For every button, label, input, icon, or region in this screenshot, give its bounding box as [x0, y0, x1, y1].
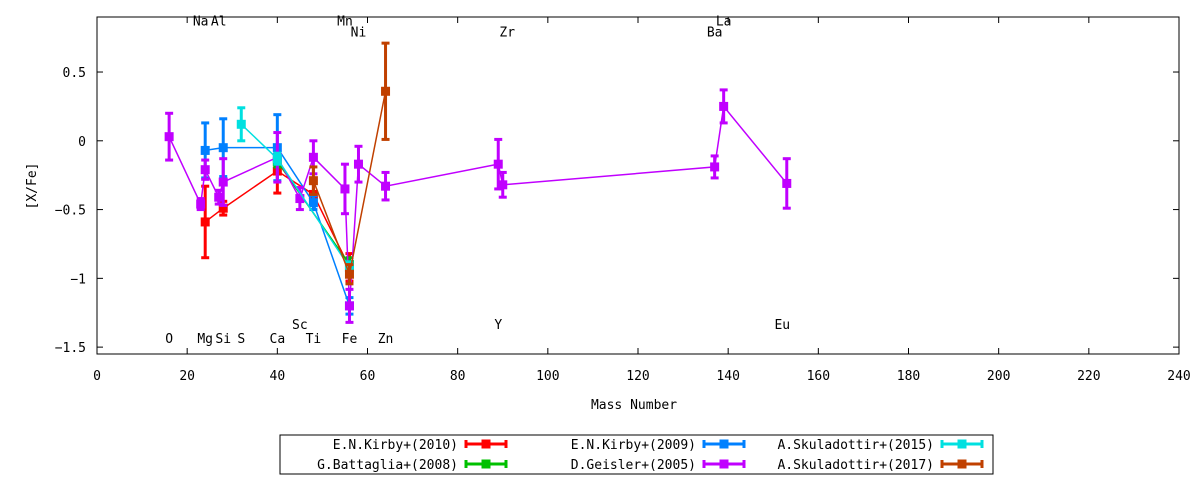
element-label: Ba — [707, 25, 723, 40]
series-line — [168, 104, 788, 306]
element-label: Mn — [337, 14, 353, 29]
element-label: Zn — [378, 332, 394, 347]
data-point — [782, 178, 792, 188]
plot-frame-group — [96, 16, 1180, 355]
element-label: O — [165, 332, 173, 347]
data-point — [218, 177, 228, 187]
series-group — [164, 41, 792, 324]
element-label: Al — [211, 14, 227, 29]
legend-label: G.Battaglia+(2008) — [317, 458, 458, 473]
x-tick-label: 0 — [93, 369, 101, 384]
x-tick-label: 160 — [807, 369, 830, 384]
data-point — [498, 180, 508, 190]
x-axis: 0 20 40 60 80 100 120 140 160 180 200 220 240 — [93, 17, 1191, 384]
legend-marker — [719, 459, 729, 469]
legend-marker — [481, 439, 491, 449]
data-point — [295, 194, 305, 204]
data-point — [272, 154, 282, 164]
data-point — [493, 159, 503, 169]
element-label: Mg — [197, 332, 213, 347]
data-point — [381, 181, 391, 191]
x-tick-label: 220 — [1077, 369, 1100, 384]
x-tick-label: 180 — [897, 369, 920, 384]
data-point — [200, 217, 210, 227]
y-tick-label: 0.5 — [63, 66, 86, 81]
legend-box — [279, 434, 994, 475]
element-label: Ca — [270, 332, 286, 347]
y-tick-label: −1 — [70, 272, 86, 287]
element-label: Zr — [499, 25, 515, 40]
data-point — [200, 165, 210, 175]
element-label: Si — [215, 332, 231, 347]
y-tick-label: 0 — [78, 135, 86, 150]
data-point — [308, 176, 318, 186]
legend: E.N.Kirby+(2010) G.Battaglia+(2008) E.N.Ki… — [279, 434, 994, 475]
element-label: Y — [494, 318, 502, 333]
element-label: La — [716, 14, 732, 29]
legend-label: E.N.Kirby+(2009) — [571, 438, 696, 453]
series-D.Geisler+(2005) — [164, 88, 792, 324]
data-point — [214, 192, 224, 202]
data-point — [308, 198, 318, 208]
data-point — [340, 184, 350, 194]
legend-marker — [719, 439, 729, 449]
x-tick-label: 40 — [270, 369, 286, 384]
x-tick-label: 60 — [360, 369, 376, 384]
data-point — [196, 199, 206, 209]
y-tick-label: −1.5 — [55, 341, 86, 356]
data-point — [381, 86, 391, 96]
y-tick-label: −0.5 — [55, 204, 86, 219]
data-point — [200, 145, 210, 155]
x-tick-label: 200 — [987, 369, 1010, 384]
data-point — [218, 203, 228, 213]
plot-frame — [96, 16, 1180, 355]
x-tick-label: 80 — [450, 369, 466, 384]
legend-marker — [481, 459, 491, 469]
data-point — [164, 132, 174, 142]
legend-label: E.N.Kirby+(2010) — [333, 438, 458, 453]
element-label: Na — [193, 14, 209, 29]
data-point — [308, 152, 318, 162]
legend-entries: E.N.Kirby+(2010) G.Battaglia+(2008) E.N.Ki… — [317, 438, 984, 473]
data-point — [344, 269, 354, 279]
series-line — [312, 91, 387, 277]
data-point — [710, 162, 720, 172]
series-A.Skuladottir+(2017) — [308, 41, 391, 286]
y-axis-label: [X/Fe] — [25, 163, 40, 210]
x-axis-label: Mass Number — [591, 398, 677, 413]
x-tick-label: 100 — [536, 369, 559, 384]
x-tick-label: 140 — [716, 369, 739, 384]
data-point — [353, 159, 363, 169]
legend-label: A.Skuladottir+(2015) — [777, 438, 934, 453]
element-label: Ni — [351, 25, 367, 40]
data-point — [719, 101, 729, 111]
series-line — [240, 123, 351, 268]
data-point — [236, 119, 246, 129]
legend-marker — [957, 459, 967, 469]
element-label: Ti — [306, 332, 322, 347]
x-tick-label: 120 — [626, 369, 649, 384]
x-tick-label: 20 — [179, 369, 195, 384]
element-label: Eu — [774, 318, 790, 333]
x-tick-label: 240 — [1167, 369, 1190, 384]
data-point — [344, 301, 354, 311]
legend-label: A.Skuladottir+(2017) — [777, 458, 934, 473]
legend-label: D.Geisler+(2005) — [571, 458, 696, 473]
data-point — [218, 143, 228, 153]
element-label: Sc — [292, 318, 308, 333]
element-label: Fe — [342, 332, 358, 347]
legend-marker — [957, 439, 967, 449]
y-axis: −1.5 −1 −0.5 0 0.5 — [55, 66, 1179, 356]
element-label: S — [237, 332, 245, 347]
